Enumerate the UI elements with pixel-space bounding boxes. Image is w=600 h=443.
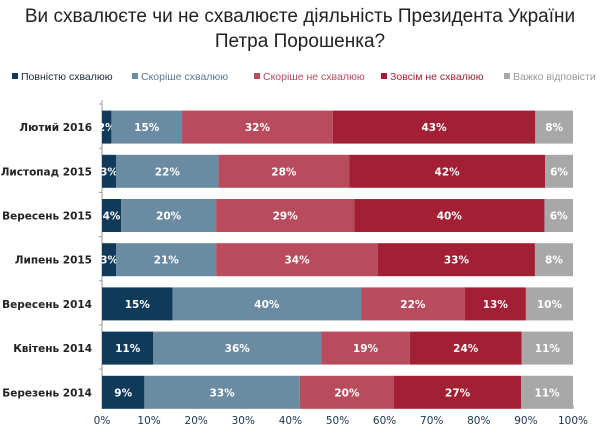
data-label: 6% bbox=[550, 166, 568, 178]
legend-swatch bbox=[381, 73, 387, 79]
data-label: 21% bbox=[154, 255, 180, 267]
chart-title: Ви схвалюєте чи не схвалюєте діяльність … bbox=[24, 6, 576, 52]
bar-segment bbox=[521, 331, 573, 365]
bar-segment bbox=[321, 331, 410, 365]
legend-label: Скоріше не схвалюю bbox=[263, 71, 365, 83]
x-tick-label: 0% bbox=[94, 415, 111, 427]
bar-segment bbox=[299, 375, 395, 409]
data-label: 15% bbox=[134, 122, 160, 134]
data-label: 6% bbox=[550, 211, 568, 223]
category-label: Квітень 2014 bbox=[13, 343, 92, 355]
bar-segment bbox=[144, 375, 300, 409]
legend-label: Скоріше схвалюю bbox=[141, 71, 228, 83]
data-label: 34% bbox=[284, 255, 310, 267]
legend-swatch bbox=[254, 73, 260, 79]
data-label: 11% bbox=[535, 387, 561, 399]
bar-segment bbox=[102, 331, 154, 365]
legend-label: Повністю схвалюю bbox=[21, 71, 113, 83]
bar-segment bbox=[409, 331, 522, 365]
data-label: 40% bbox=[437, 211, 463, 223]
bar-segment bbox=[394, 375, 522, 409]
bar-segment bbox=[535, 110, 573, 144]
bar-segment bbox=[153, 331, 322, 365]
bar-segment bbox=[332, 110, 536, 144]
bar-segment bbox=[102, 243, 117, 277]
data-label: 32% bbox=[245, 122, 271, 134]
data-label: 27% bbox=[445, 387, 471, 399]
data-label: 8% bbox=[545, 122, 563, 134]
data-label: 8% bbox=[545, 255, 563, 267]
bar-segment bbox=[525, 287, 573, 321]
data-label: 22% bbox=[400, 299, 426, 311]
bar-segment bbox=[218, 154, 350, 188]
legend-label: Важко відповісти bbox=[513, 71, 596, 83]
legend-swatch bbox=[504, 73, 510, 79]
bar-segment bbox=[216, 199, 355, 232]
legend-swatch bbox=[132, 73, 138, 79]
x-tick-label: 60% bbox=[373, 415, 396, 427]
bar-segment bbox=[354, 199, 545, 232]
x-tick-label: 40% bbox=[279, 415, 302, 427]
data-label: 11% bbox=[115, 343, 141, 355]
category-label: Вересень 2015 bbox=[2, 211, 92, 223]
bar-segment bbox=[111, 110, 183, 144]
data-label: 3% bbox=[100, 166, 118, 178]
x-tick-label: 80% bbox=[467, 415, 490, 427]
category-label: Вересень 2014 bbox=[2, 299, 92, 311]
data-label: 19% bbox=[353, 343, 379, 355]
data-label: 36% bbox=[225, 343, 251, 355]
bar-segment bbox=[182, 110, 333, 144]
x-tick-label: 70% bbox=[420, 415, 443, 427]
bar-segment bbox=[102, 375, 145, 409]
bar-segment bbox=[102, 154, 116, 188]
data-label: 22% bbox=[155, 166, 181, 178]
data-label: 4% bbox=[103, 211, 121, 223]
bar-segment bbox=[349, 154, 546, 188]
bar-segment bbox=[172, 287, 362, 321]
bar-segment bbox=[521, 375, 573, 409]
x-tick-label: 90% bbox=[514, 415, 537, 427]
bar-segment bbox=[121, 199, 217, 232]
data-label: 42% bbox=[435, 166, 461, 178]
data-label: 33% bbox=[210, 387, 236, 399]
x-tick-label: 30% bbox=[232, 415, 255, 427]
legend-label: Зовсім не схвалюю bbox=[390, 71, 484, 83]
data-label: 24% bbox=[453, 343, 479, 355]
data-label: 20% bbox=[334, 387, 360, 399]
bar-segment bbox=[102, 110, 112, 144]
bar-segment bbox=[116, 243, 217, 277]
bar-segment bbox=[464, 287, 526, 321]
category-label: Лютий 2016 bbox=[19, 122, 92, 134]
data-label: 40% bbox=[254, 299, 280, 311]
data-label: 3% bbox=[100, 255, 118, 267]
category-label: Березень 2014 bbox=[2, 387, 92, 399]
x-tick-label: 50% bbox=[326, 415, 349, 427]
legend-swatch bbox=[12, 73, 18, 79]
data-label: 9% bbox=[114, 387, 132, 399]
x-tick-label: 10% bbox=[137, 415, 160, 427]
bar-segment bbox=[115, 154, 219, 188]
data-label: 43% bbox=[421, 122, 447, 134]
bar-segment bbox=[377, 243, 535, 277]
bar-segment bbox=[216, 243, 378, 277]
data-label: 20% bbox=[156, 211, 182, 223]
bar-segment bbox=[545, 154, 573, 188]
bar-segment bbox=[534, 243, 573, 277]
data-label: 29% bbox=[273, 211, 299, 223]
bar-segment bbox=[544, 199, 573, 232]
bar-segment bbox=[361, 287, 465, 321]
category-label: Листопад 2015 bbox=[1, 166, 92, 178]
data-label: 33% bbox=[444, 255, 470, 267]
data-label: 28% bbox=[271, 166, 297, 178]
data-label: 10% bbox=[537, 299, 563, 311]
category-label: Липень 2015 bbox=[15, 255, 92, 267]
x-tick-label: 100% bbox=[558, 415, 588, 427]
bar-segment bbox=[102, 199, 122, 232]
data-label: 15% bbox=[125, 299, 151, 311]
bar-segment bbox=[102, 287, 173, 321]
x-tick-label: 20% bbox=[185, 415, 208, 427]
data-label: 11% bbox=[535, 343, 561, 355]
data-label: 13% bbox=[483, 299, 509, 311]
